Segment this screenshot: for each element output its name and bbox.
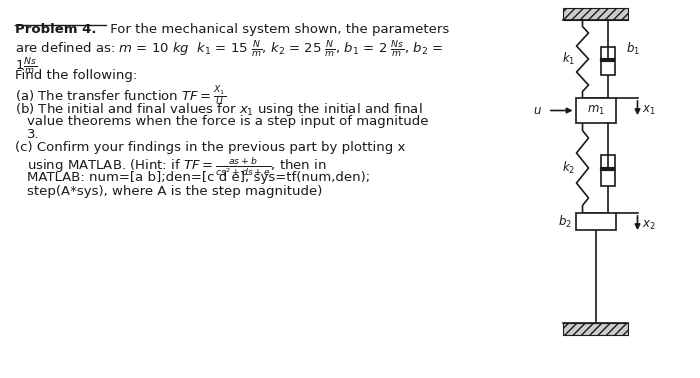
Text: For the mechanical system shown, the parameters: For the mechanical system shown, the par… <box>106 23 449 36</box>
Text: $1\frac{Ns}{m}$: $1\frac{Ns}{m}$ <box>15 55 37 76</box>
Bar <box>575 98 615 123</box>
Text: are defined as: $m$ = 10 $kg$  $k_1$ = 15 $\frac{N}{m}$, $k_2$ = 25 $\frac{N}{m}: are defined as: $m$ = 10 $kg$ $k_1$ = 15… <box>15 38 443 59</box>
Text: Problem 4.: Problem 4. <box>15 23 97 36</box>
Text: $b_2$: $b_2$ <box>558 214 571 229</box>
Text: 3.: 3. <box>27 128 40 141</box>
Text: step(A*sys), where A is the step magnitude): step(A*sys), where A is the step magnitu… <box>27 185 323 198</box>
Bar <box>563 323 628 335</box>
Text: $x_2$: $x_2$ <box>641 218 655 232</box>
Text: $u$: $u$ <box>533 104 542 117</box>
Text: (a) The transfer function $TF = \frac{X_1}{U}$: (a) The transfer function $TF = \frac{X_… <box>15 84 226 108</box>
Text: MATLAB: num=[a b];den=[c d e]; sys=tf(num,den);: MATLAB: num=[a b];den=[c d e]; sys=tf(nu… <box>27 171 370 184</box>
Text: $k_1$: $k_1$ <box>562 51 575 67</box>
Text: (b) The initial and final values for $x_1$ using the initial and final: (b) The initial and final values for $x_… <box>15 101 423 118</box>
Text: $x_1$: $x_1$ <box>641 104 655 116</box>
Bar <box>575 213 615 230</box>
Bar <box>601 155 615 186</box>
Text: (c) Confirm your findings in the previous part by plotting x: (c) Confirm your findings in the previou… <box>15 141 405 154</box>
Bar <box>601 47 615 74</box>
Text: $k_2$: $k_2$ <box>562 160 575 176</box>
Text: $b_1$: $b_1$ <box>626 41 639 57</box>
Text: $m_1$: $m_1$ <box>587 104 605 117</box>
Text: using MATLAB. (Hint: if $TF = \frac{as+b}{cs^2+ds+e}$, then in: using MATLAB. (Hint: if $TF = \frac{as+b… <box>27 155 327 178</box>
Text: Find the following:: Find the following: <box>15 69 137 82</box>
Text: value theorems when the force is a step input of magnitude: value theorems when the force is a step … <box>27 115 428 128</box>
Bar <box>563 8 628 20</box>
